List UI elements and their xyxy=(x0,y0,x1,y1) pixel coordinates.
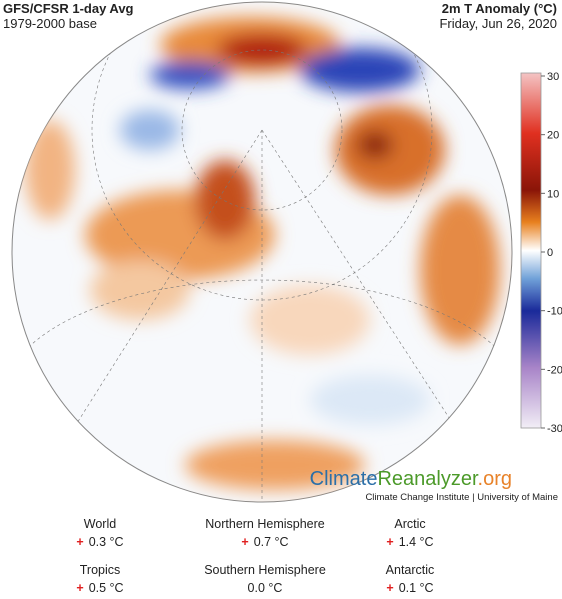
brand-part: Reanalyzer xyxy=(377,468,479,490)
region-name: Arctic xyxy=(394,517,425,531)
brand-part: Climate xyxy=(310,468,378,490)
brand-subtitle: Climate Change Institute | University of… xyxy=(365,492,558,503)
region-anomaly: +0.7 °C xyxy=(241,535,288,549)
anomaly-sign: + xyxy=(241,535,248,549)
colorbar-tick-label: 10 xyxy=(547,188,559,200)
colorbar-scale xyxy=(520,72,542,429)
region-anomaly: 0.0 °C xyxy=(248,581,283,594)
globe xyxy=(11,1,513,503)
colorbar-tick-label: 0 xyxy=(547,247,553,259)
brand: ClimateReanalyzer.org xyxy=(310,468,512,490)
anomaly-sign: + xyxy=(76,535,83,549)
anomaly-value: 1.4 °C xyxy=(399,535,434,549)
anomaly-value: 0.5 °C xyxy=(89,581,124,594)
colorbar-tick-label: -20 xyxy=(547,364,562,376)
base-period: 1979-2000 base xyxy=(3,16,97,31)
date: Friday, Jun 26, 2020 xyxy=(439,16,557,31)
region-name: Northern Hemisphere xyxy=(205,517,325,531)
anomaly-sign: + xyxy=(386,581,393,594)
region-name: World xyxy=(84,517,116,531)
variable: 2m T Anomaly (°C) xyxy=(442,1,557,16)
region-anomaly: +0.3 °C xyxy=(76,535,123,549)
region-name: Antarctic xyxy=(386,563,435,577)
colorbar-tick-label: -10 xyxy=(547,306,562,318)
region-anomaly: +0.1 °C xyxy=(386,581,433,594)
anomaly-value: 0.1 °C xyxy=(399,581,434,594)
anomaly-value: 0.0 °C xyxy=(248,581,283,594)
anomaly-sign: + xyxy=(386,535,393,549)
colorbar-tick-label: 20 xyxy=(547,130,559,142)
title: GFS/CFSR 1-day Avg xyxy=(3,1,134,16)
anomaly-sign: + xyxy=(76,581,83,594)
anomaly-value: 0.7 °C xyxy=(254,535,289,549)
region-name: Tropics xyxy=(80,563,121,577)
brand-part: .org xyxy=(478,468,512,490)
region-anomaly: +0.5 °C xyxy=(76,581,123,594)
anomaly-value: 0.3 °C xyxy=(89,535,124,549)
colorbar-tick-label: 30 xyxy=(547,71,559,83)
region-anomaly: +1.4 °C xyxy=(386,535,433,549)
region-name: Southern Hemisphere xyxy=(204,563,326,577)
colorbar: 30 20 10 0 -10 -20 -30 xyxy=(520,71,562,435)
colorbar-tick-label: -30 xyxy=(547,423,562,435)
